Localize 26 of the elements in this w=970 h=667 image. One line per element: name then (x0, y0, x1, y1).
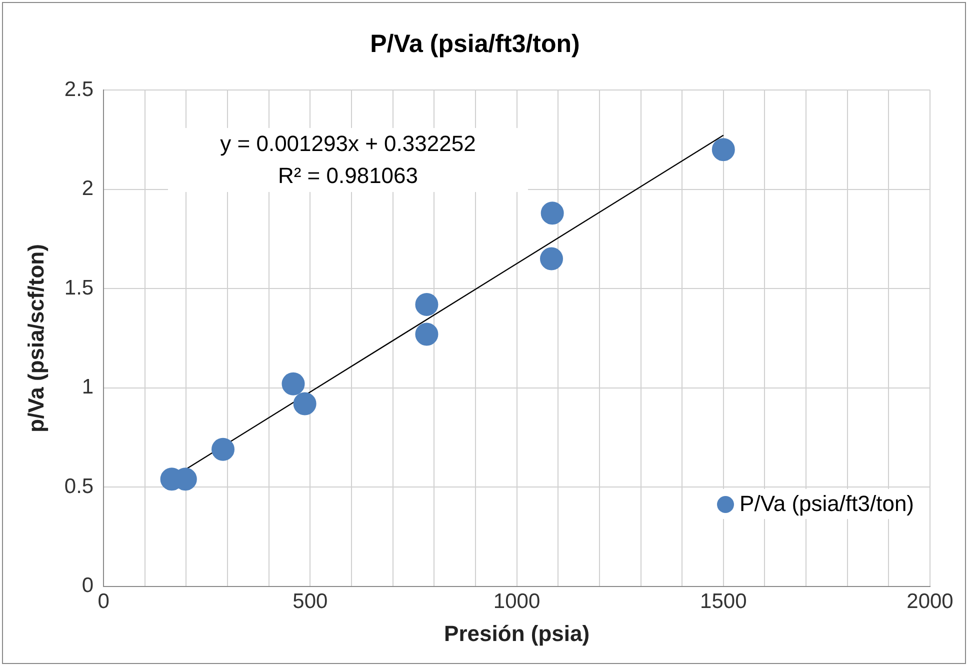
y-tick-label: 1 (82, 376, 94, 399)
legend-label: P/Va (psia/ft3/ton) (740, 491, 914, 517)
x-tick-label: 1500 (700, 590, 747, 613)
point (212, 438, 235, 461)
x-tick-label: 0 (98, 590, 110, 613)
y-tick-label: 0.5 (64, 474, 94, 498)
x-tick-label: 1000 (493, 590, 540, 613)
y-tick-label: 0 (82, 574, 94, 598)
y-tick-label: 2 (82, 177, 94, 200)
y-axis-title: p/Va (psia/scf/ton) (23, 244, 48, 432)
x-axis-title: Presión (psia) (444, 620, 590, 646)
point (293, 392, 316, 416)
annotation: R² = 0.981063 (276, 162, 420, 190)
x-tick-label: 2000 (906, 590, 954, 613)
y-tick-label: 2.5 (64, 78, 94, 101)
point (282, 372, 305, 396)
equation-box: y = 0.001293x + 0.332252 R² = 0.981063 (168, 128, 528, 192)
chart-title: P/Va (psia/ft3/ton) (370, 30, 580, 58)
point (415, 292, 438, 316)
y-tick-label: 1.5 (64, 276, 94, 300)
point (415, 322, 438, 346)
point (540, 202, 564, 225)
annotation: y = 0.001293x + 0.332252 (219, 130, 477, 158)
point (540, 247, 564, 270)
point (712, 138, 735, 162)
x-tick-label: 500 (292, 590, 328, 613)
